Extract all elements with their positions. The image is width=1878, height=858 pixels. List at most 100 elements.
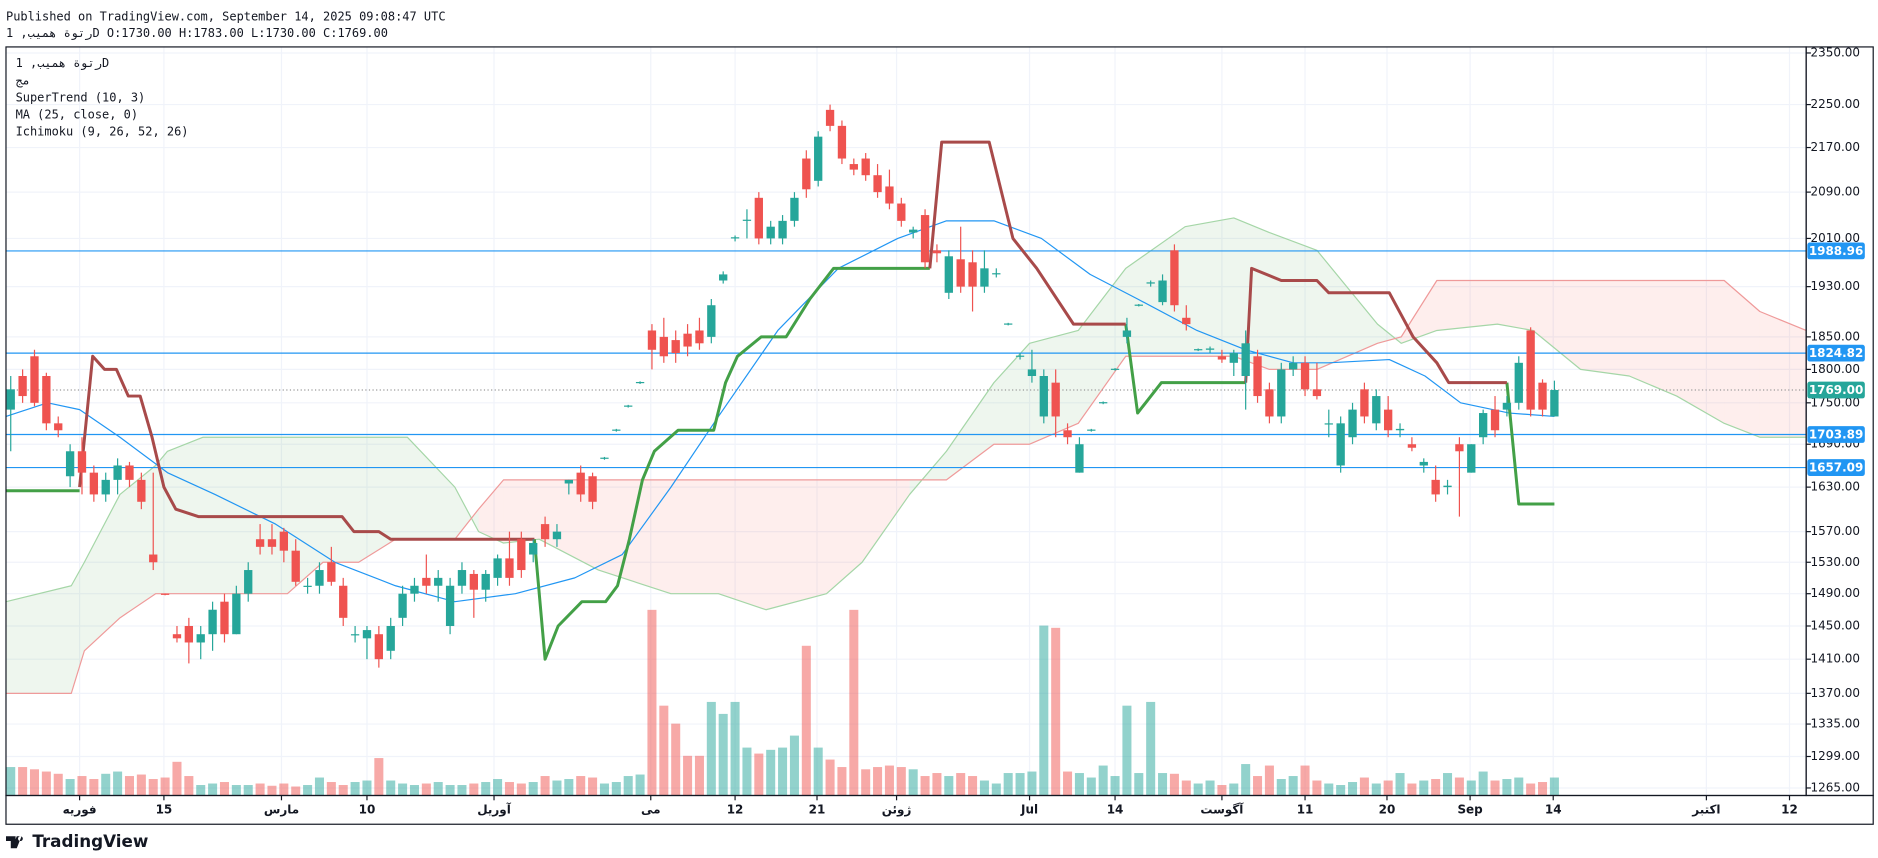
- candle-body: [1538, 382, 1547, 410]
- candle-body: [873, 175, 882, 193]
- volume-bar: [18, 767, 28, 796]
- x-tick-label: ژوئن: [882, 802, 912, 817]
- volume-bar: [1229, 783, 1239, 796]
- x-tick-label: 11: [1297, 802, 1314, 816]
- volume-bar: [124, 776, 134, 796]
- candle-body: [505, 558, 514, 578]
- cloud-fill: [5, 585, 72, 694]
- candle-body: [232, 593, 241, 635]
- cloud-fill: [478, 479, 504, 544]
- candle-body: [1170, 250, 1179, 306]
- volume-bar: [1300, 765, 1310, 796]
- volume-bar: [504, 782, 514, 796]
- candle-body: [1336, 423, 1345, 466]
- candle-body: [1407, 444, 1417, 448]
- axes: 2350.00 2250.00 2170.00 2090.00 2010.00 1930.…: [63, 45, 1865, 817]
- volume-bar: [1074, 773, 1084, 796]
- candle-body: [1384, 409, 1393, 431]
- y-tick-label: 2090.00: [1811, 185, 1861, 199]
- candle-body: [149, 554, 158, 563]
- candle-body: [1182, 317, 1191, 325]
- cloud-fill: [1401, 280, 1437, 344]
- price-label-box: [1807, 426, 1865, 443]
- plot-area: [5, 46, 1807, 796]
- volume-bar: [956, 773, 966, 796]
- candle-body: [481, 573, 490, 590]
- price-label: 1769.00: [1809, 383, 1864, 397]
- candle-body: [1300, 362, 1310, 390]
- candle-body: [1490, 409, 1500, 431]
- cloud-fill: [993, 343, 1030, 445]
- candle-body: [457, 570, 467, 586]
- candle-body: [1348, 409, 1357, 438]
- price-label-box: [1807, 242, 1865, 260]
- volume-bar: [1359, 777, 1369, 796]
- candle-body: [1039, 376, 1048, 417]
- candle-body: [624, 405, 633, 407]
- volume-bar: [303, 785, 313, 796]
- supertrend-up: [1124, 323, 1246, 415]
- cloud-fill: [1269, 232, 1317, 370]
- candle-body: [291, 550, 300, 582]
- volume-bar: [409, 785, 419, 796]
- volume-bar: [528, 782, 538, 796]
- volume-bar: [1253, 776, 1263, 796]
- candle-body: [1194, 349, 1203, 351]
- volume-bar: [160, 777, 170, 796]
- price-label: 1703.89: [1809, 428, 1864, 442]
- volume-bar: [148, 779, 158, 796]
- candle-body: [837, 125, 847, 159]
- candle-body: [208, 609, 217, 635]
- candle-body: [600, 457, 609, 459]
- candle-body: [1110, 368, 1120, 370]
- y-tick-label: 1530.00: [1811, 555, 1861, 569]
- volume-bar: [968, 776, 978, 796]
- legend-entry: Ichimoku (9, 26, 52, 26): [16, 125, 189, 139]
- candle-body: [1443, 485, 1452, 488]
- x-tick-label: مارس: [264, 802, 299, 816]
- candle-body: [707, 305, 716, 337]
- volume-bar: [457, 785, 467, 796]
- volume-bar: [433, 782, 443, 796]
- symbol-info: رتوة همیب, 1D O:1730.00 H:1783.00 L:1730…: [6, 26, 388, 41]
- cloud-fill: [765, 479, 827, 610]
- x-tick-label: Sep: [1457, 802, 1483, 816]
- cloud-fill: [1533, 280, 1581, 370]
- price-label: 1824.82: [1809, 346, 1864, 360]
- candle-body: [89, 472, 99, 495]
- x-tick-label: آگوست: [1200, 801, 1244, 817]
- candle-body: [1217, 356, 1227, 360]
- candle-body: [1514, 362, 1523, 403]
- candle-body: [932, 250, 942, 254]
- volume-bar: [445, 785, 455, 796]
- volume-bar: [1348, 782, 1358, 796]
- brand-text: TradingView: [32, 831, 148, 851]
- candle-body: [695, 330, 704, 344]
- cloud-fill: [1078, 268, 1126, 424]
- candle-body: [790, 197, 799, 221]
- candle-body: [754, 197, 763, 239]
- candle-body: [564, 479, 573, 484]
- volume-bar: [481, 782, 491, 796]
- candle-body: [410, 585, 419, 594]
- cloud-fill: [395, 437, 408, 540]
- candle-body: [184, 625, 194, 643]
- x-tick-label: 20: [1379, 802, 1396, 816]
- volume-bar: [386, 780, 396, 796]
- volume-bar: [362, 780, 372, 796]
- volume-bar: [243, 785, 253, 796]
- candle-body: [267, 539, 277, 547]
- candle-body: [125, 465, 134, 480]
- y-tick-label: 1750.00: [1811, 395, 1861, 409]
- volume-bar: [196, 785, 206, 796]
- cloud-fill: [1316, 250, 1378, 370]
- volume-bar: [837, 767, 847, 796]
- candle-body: [1324, 423, 1333, 425]
- volume-bar: [1027, 771, 1037, 796]
- volume-bar: [1110, 776, 1120, 796]
- candle-body: [160, 593, 170, 595]
- candle-body: [1253, 356, 1262, 397]
- volume-bar: [730, 701, 740, 796]
